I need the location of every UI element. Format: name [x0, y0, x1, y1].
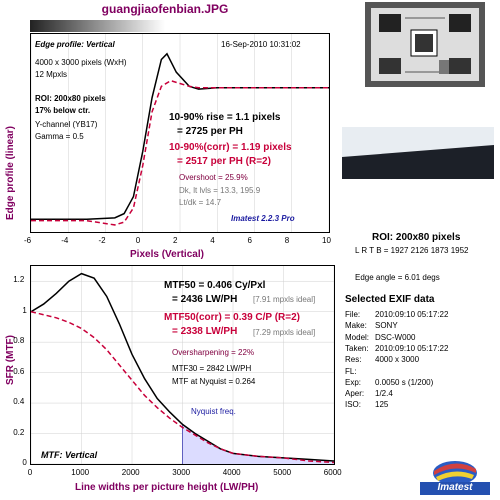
edge-x-tick-label: -2: [98, 236, 106, 245]
nyquist-label: Nyquist freq.: [191, 407, 236, 416]
edge-angle: Edge angle = 6.01 degs: [355, 273, 440, 282]
exif-value: 1/2.4: [375, 389, 393, 399]
rise-text: 10-90% rise = 1.1 pixels: [169, 112, 281, 123]
edge-corrected-series-line: [31, 79, 329, 226]
mtf-x-tick-label: 6000: [323, 468, 342, 477]
ideal1-text: [7.91 mpxls ideal]: [253, 295, 316, 304]
roi-lrtb: L R T B = 1927 2126 1873 1952: [355, 246, 469, 255]
edge-x-tick-label: 4: [210, 236, 215, 245]
edge-channel: Y-channel (YB17): [35, 120, 98, 129]
mtf-y-tick-label: 1.2: [13, 275, 25, 285]
mtf50-text: MTF50 = 0.406 Cy/Pxl: [164, 280, 266, 291]
exif-key: Model:: [345, 332, 370, 342]
edge-y-axis-label: Edge profile (linear): [5, 126, 16, 220]
mtf-y-tick-label: 0.4: [13, 397, 25, 407]
exif-key: Aper:: [345, 389, 365, 399]
roi-title: ROI: 200x80 pixels: [372, 232, 461, 243]
mtf-y-tick-label: 0.8: [13, 336, 25, 346]
edge-x-tick-label: 10: [322, 236, 331, 245]
mtf-panel: MTF50 = 0.406 Cy/Pxl = 2436 LW/PH [7.91 …: [30, 265, 335, 465]
exif-value: 0.0050 s (1/200): [375, 377, 434, 387]
exif-value: DSC-W000: [375, 332, 416, 342]
mtf50-corr-lw-text: = 2338 LW/PH: [172, 326, 238, 337]
rise-ph-text: = 2725 per PH: [177, 126, 243, 137]
exif-key: Make:: [345, 321, 367, 331]
mtf-footer: MTF: Vertical: [41, 450, 98, 460]
mtf50-corr-text: MTF50(corr) = 0.39 C/P (R=2): [164, 312, 300, 323]
exif-key: Taken:: [345, 343, 369, 353]
edge-roi: ROI: 200x80 pixels: [35, 94, 106, 103]
rise-corr-text: 10-90%(corr) = 1.19 pixels: [169, 142, 292, 153]
mtf-corrected-series-line: [31, 310, 334, 464]
imatest-brand: Imatest 2.2.3 Pro: [231, 214, 295, 223]
edge-date: 16-Sep-2010 10:31:02: [221, 40, 301, 49]
edge-roi-pos: 17% below ctr.: [35, 106, 91, 115]
edge-x-tick-label: -4: [61, 236, 69, 245]
edge-info-pixels: 4000 x 3000 pixels (WxH): [35, 58, 127, 67]
mtf-nyquist-text: MTF at Nyquist = 0.264: [172, 377, 256, 386]
mtf50-lw-text: = 2436 LW/PH: [172, 294, 238, 305]
edge-x-tick-label: 0: [135, 236, 141, 245]
mtf-x-tick-label: 1000: [71, 468, 90, 477]
edge-x-tick-label: 6: [247, 236, 252, 245]
edge-profile-chart: [31, 34, 329, 232]
mtf-y-tick-label: 1: [22, 305, 27, 315]
beyond-nyquist-fill: [182, 424, 334, 464]
edge-x-tick-label: 2: [173, 236, 178, 245]
mtf-chart: [31, 266, 334, 464]
edge-x-tick-label: -6: [24, 236, 32, 245]
exif-value: SONY: [375, 321, 398, 331]
exif-value: 125: [375, 400, 389, 410]
ideal2-text: [7.29 mpxls ideal]: [253, 328, 316, 337]
imatest-logo: Imatest: [420, 455, 490, 495]
gray-gradient-strip: [30, 20, 330, 32]
test-chart-thumbnail: [365, 2, 485, 87]
mtf-series-line: [31, 272, 334, 462]
edge-header: Edge profile: Vertical: [35, 40, 115, 49]
edge-gamma: Gamma = 0.5: [35, 132, 84, 141]
ltdk-text: Lt/dk = 14.7: [179, 198, 222, 207]
mtf-x-tick-label: 3000: [172, 468, 191, 477]
exif-key: FL:: [345, 366, 357, 376]
exif-value: 2010:09:10 05:17:22: [375, 343, 449, 353]
overshoot-text: Overshoot = 25.9%: [179, 173, 248, 182]
logo-text: Imatest: [420, 482, 490, 495]
mtf-y-tick-label: 0.2: [13, 427, 25, 437]
mtf30-text: MTF30 = 2842 LW/PH: [172, 364, 252, 373]
exif-key: Exp:: [345, 377, 362, 387]
rise-corr-ph-text: = 2517 per PH (R=2): [177, 156, 271, 167]
exif-value: 2010:09:10 05:17:22: [375, 310, 449, 319]
roi-thumbnail: [342, 127, 494, 179]
exif-key: Res:: [345, 355, 362, 365]
mtf-x-tick-label: 5000: [273, 468, 292, 477]
dk-lt-text: Dk, lt lvls = 13.3, 195.9: [179, 186, 261, 195]
edge-info-mpx: 12 Mpxls: [35, 70, 68, 79]
exif-value: 4000 x 3000: [375, 355, 420, 365]
mtf-x-axis-label: Line widths per picture height (LW/PH): [75, 482, 259, 493]
mtf-x-tick-label: 2000: [121, 468, 140, 477]
mtf-y-tick-label: 0.6: [13, 366, 25, 376]
image-title: guangjiaofenbian.JPG: [101, 2, 229, 16]
exif-key: ISO:: [345, 400, 362, 410]
logo-globe-icon: [420, 455, 490, 485]
mtf-y-tick-label: 0: [22, 458, 27, 467]
oversharpening-text: Oversharpening = 22%: [172, 348, 255, 357]
mtf-x-tick-label: 0: [27, 468, 33, 477]
edge-x-axis-label: Pixels (Vertical): [130, 249, 204, 260]
mtf-x-tick-label: 4000: [222, 468, 241, 477]
edge-profile-panel: Edge profile: Vertical 16-Sep-2010 10:31…: [30, 33, 330, 233]
exif-title: Selected EXIF data: [345, 294, 435, 305]
exif-key: File:: [345, 310, 361, 319]
edge-x-tick-label: 8: [284, 236, 290, 245]
edge-series-line: [31, 52, 329, 221]
